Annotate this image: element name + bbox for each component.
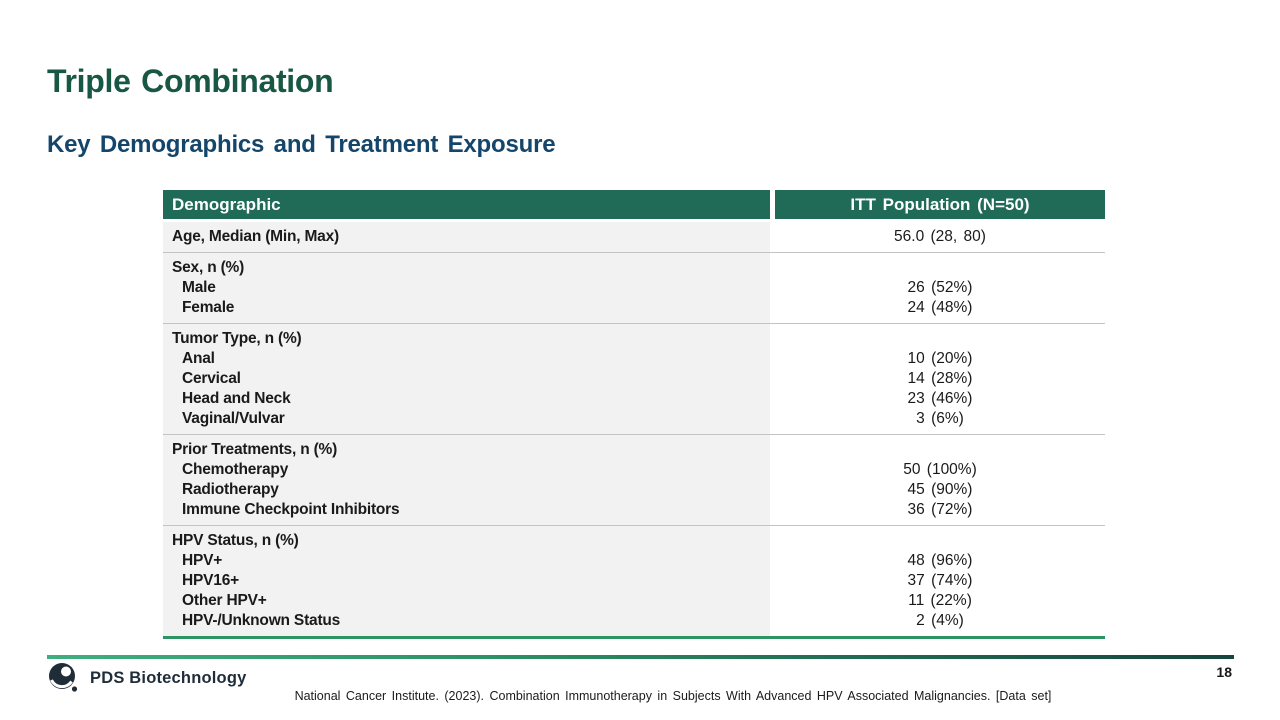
row-value	[775, 531, 1105, 551]
page-title: Triple Combination	[47, 63, 334, 99]
row-label: Female	[182, 299, 235, 316]
row-label: HPV+	[182, 552, 223, 569]
row-value: 36 (72%)	[907, 501, 973, 518]
demographics-table: Demographic ITT Population (N=50) Age, M…	[163, 190, 1105, 639]
row-label: Prior Treatments, n (%)	[172, 441, 338, 458]
table-header-itt-population: ITT Population (N=50)	[775, 190, 1105, 219]
page-number: 18	[1216, 664, 1232, 680]
row-label: Chemotherapy	[182, 461, 289, 478]
table-header-demographic: Demographic	[163, 190, 770, 219]
row-value: 24 (48%)	[907, 299, 973, 316]
row-value: 3 (6%)	[916, 410, 964, 427]
row-label: HPV-/Unknown Status	[182, 612, 341, 629]
row-value: 26 (52%)	[907, 279, 973, 296]
row-label: Tumor Type, n (%)	[172, 330, 302, 347]
row-label: Sex, n (%)	[172, 259, 245, 276]
table-row-tumor-type: Tumor Type, n (%) Anal Cervical Head and…	[163, 323, 1105, 434]
row-label: Anal	[182, 350, 215, 367]
row-value	[775, 440, 1105, 460]
citation-text: National Cancer Institute. (2023). Combi…	[294, 689, 1052, 703]
row-value: 56.0 (28, 80)	[894, 228, 986, 245]
row-label: HPV Status, n (%)	[172, 532, 299, 549]
pds-logo: PDS Biotechnology	[48, 662, 247, 694]
row-label: Immune Checkpoint Inhibitors	[182, 501, 400, 518]
row-label: Vaginal/Vulvar	[182, 410, 285, 427]
row-label: Other HPV+	[182, 592, 267, 609]
footer-divider	[47, 655, 1234, 659]
row-label: HPV16+	[182, 572, 239, 589]
table-header-row: Demographic ITT Population (N=50)	[163, 190, 1105, 219]
page-subtitle: Key Demographics and Treatment Exposure	[47, 131, 556, 158]
row-label: Cervical	[182, 370, 241, 387]
row-label: Radiotherapy	[182, 481, 279, 498]
row-value	[775, 258, 1105, 278]
table-row-prior-treatments: Prior Treatments, n (%) Chemotherapy Rad…	[163, 434, 1105, 525]
table-row-age: Age, Median (Min, Max) 56.0 (28, 80)	[163, 222, 1105, 252]
row-value: 37 (74%)	[907, 572, 973, 589]
row-label: Head and Neck	[182, 390, 291, 407]
table-row-sex: Sex, n (%) Male Female 26 (52%) 24 (48%)	[163, 252, 1105, 323]
pds-logo-text: PDS Biotechnology	[90, 668, 247, 687]
row-value	[775, 329, 1105, 349]
row-label: Age, Median (Min, Max)	[172, 228, 339, 245]
row-value: 14 (28%)	[907, 370, 973, 387]
row-value: 11 (22%)	[908, 592, 972, 609]
row-value: 48 (96%)	[907, 552, 973, 569]
pds-logo-icon	[48, 662, 80, 694]
row-label: Male	[182, 279, 216, 296]
row-value: 45 (90%)	[907, 481, 973, 498]
row-value: 10 (20%)	[907, 350, 973, 367]
row-value: 23 (46%)	[907, 390, 973, 407]
table-row-hpv-status: HPV Status, n (%) HPV+ HPV16+ Other HPV+…	[163, 525, 1105, 636]
row-value: 2 (4%)	[916, 612, 964, 629]
row-value: 50 (100%)	[903, 461, 977, 478]
